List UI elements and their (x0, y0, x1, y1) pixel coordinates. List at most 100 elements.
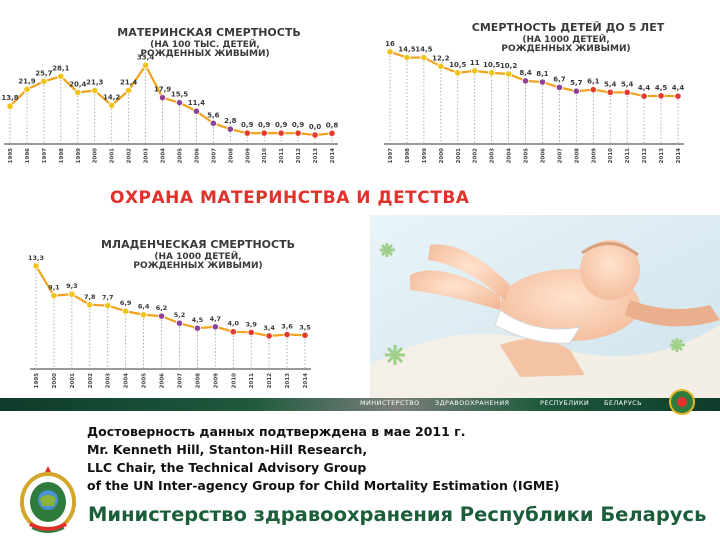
x-tick-label: 2000 (93, 148, 99, 163)
data-point (175, 319, 184, 327)
data-point (504, 70, 513, 78)
chart-title: СМЕРТНОСТЬ ДЕТЕЙ ДО 5 ЛЕТ (471, 21, 665, 34)
x-tick-label: 2012 (267, 373, 273, 388)
data-label: 13,8 (1, 94, 18, 102)
data-label: 3,4 (263, 324, 275, 332)
x-axis-line (4, 143, 338, 145)
data-point (328, 129, 336, 137)
data-point (57, 72, 65, 80)
data-point (488, 69, 496, 77)
data-label: 10,5 (449, 61, 466, 69)
data-point (555, 83, 564, 91)
banner-title: ОХРАНА МАТЕРИНСТВА И ДЕТСТВА (110, 188, 470, 208)
data-label: 0,9 (292, 121, 305, 129)
data-label: 16 (385, 40, 395, 48)
data-label: 6,4 (138, 303, 150, 311)
data-point (283, 330, 291, 339)
data-point (247, 328, 255, 337)
data-point (589, 86, 597, 94)
data-label: 6,2 (156, 304, 168, 312)
chart-subtitle: (НА 1000 ДЕТЕЙ, РОЖДЕННЫХ ЖИВЫМИ) (133, 252, 263, 272)
data-label: 21,9 (18, 77, 35, 85)
citation-block: Достоверность данных подтверждена в мае … (87, 423, 560, 495)
data-point (86, 301, 94, 309)
x-tick-label: 2007 (557, 148, 563, 163)
data-label: 28,1 (52, 64, 69, 72)
citation-line: LLC Chair, the Technical Advisory Group (87, 460, 367, 475)
x-tick-label: 2011 (249, 373, 255, 388)
x-tick-label: 2009 (245, 148, 251, 163)
data-point (40, 77, 48, 85)
data-label: 3,9 (245, 320, 257, 328)
x-tick-label: 2004 (161, 148, 167, 163)
ministry-strip-word: БЕЛАРУСЬ (604, 399, 642, 407)
ministry-strip: МИНИСТЕРСТВО ЗДРАВООХРАНЕНИЯ РЕСПУБЛИКИ … (0, 398, 720, 411)
data-label: 0,9 (275, 121, 288, 129)
data-point (521, 77, 530, 85)
data-point (157, 312, 166, 320)
data-point (640, 92, 648, 100)
data-point (623, 88, 631, 96)
x-tick-label: 2006 (160, 373, 166, 388)
x-tick-label: 2005 (524, 148, 530, 163)
chart-under5-mortality: СМЕРТНОСТЬ ДЕТЕЙ ДО 5 ЛЕТ (НА 1000 ДЕТЕЙ… (360, 0, 720, 175)
x-tick-label: 2000 (52, 373, 58, 388)
x-tick-label: 2010 (231, 373, 237, 388)
data-label: 0,9 (241, 121, 254, 129)
data-label: 5,4 (621, 80, 634, 88)
data-point (68, 290, 76, 298)
data-label: 9,1 (48, 284, 60, 292)
x-tick-label: 2002 (88, 373, 94, 388)
x-tick-label: 2010 (608, 148, 614, 163)
data-point (192, 107, 201, 115)
data-point (572, 87, 580, 95)
x-tick-label: 1999 (422, 148, 428, 163)
data-point (674, 92, 682, 100)
data-label: 21,4 (120, 78, 137, 86)
data-label: 17,9 (154, 86, 171, 94)
x-tick-label: 2013 (285, 373, 291, 388)
data-point (311, 131, 319, 139)
x-tick-label: 2005 (142, 373, 148, 388)
data-point (141, 61, 150, 69)
x-axis-line (384, 143, 684, 145)
data-point (104, 301, 112, 310)
data-point (260, 129, 268, 137)
x-tick-label: 2009 (213, 373, 219, 388)
x-tick-label: 2009 (591, 148, 597, 163)
data-label: 8,1 (536, 70, 549, 78)
data-point (471, 67, 479, 75)
data-point (50, 292, 58, 300)
data-label: 4,5 (655, 84, 668, 92)
baby-photo (370, 215, 720, 398)
data-label: 8,4 (519, 69, 532, 77)
x-tick-label: 2005 (177, 148, 183, 163)
x-tick-label: 2001 (110, 148, 116, 163)
data-point (420, 53, 428, 62)
x-tick-label: 2002 (473, 148, 479, 163)
ministry-strip-word: ЗДРАВООХРАНЕНИЯ (435, 399, 510, 407)
data-label: 3,5 (299, 323, 311, 331)
x-tick-label: 2001 (70, 373, 76, 388)
x-tick-label: 2003 (106, 373, 112, 388)
x-tick-label: 2006 (194, 148, 200, 163)
x-tick-label: 2003 (490, 148, 496, 163)
data-point (243, 129, 251, 137)
data-point (386, 48, 394, 56)
data-label: 6,9 (120, 299, 132, 307)
x-tick-label: 1995 (34, 373, 40, 388)
data-label: 0,0 (309, 123, 322, 131)
data-point (23, 85, 31, 93)
chart-infant-svg: 13,3 9,1 9,3 7,8 7,7 6,9 6,4 6,2 5,2 4,5 4,7 4,0 3,9… (28, 254, 311, 388)
chart-title: МЛАДЕНЧЕСКАЯ СМЕРТНОСТЬ (100, 238, 295, 251)
data-label: 7,8 (84, 293, 96, 301)
x-tick-label: 2000 (439, 148, 445, 163)
data-label: 10,5 (483, 61, 500, 69)
data-label: 11,4 (188, 99, 205, 107)
data-label: 10,2 (500, 62, 517, 70)
x-tick-label: 2014 (303, 373, 309, 388)
data-label: 5,2 (174, 311, 186, 319)
ministry-strip-word: РЕСПУБЛИКИ (540, 399, 590, 407)
x-tick-label: 1999 (76, 148, 82, 163)
x-tick-label: 1996 (25, 148, 31, 163)
